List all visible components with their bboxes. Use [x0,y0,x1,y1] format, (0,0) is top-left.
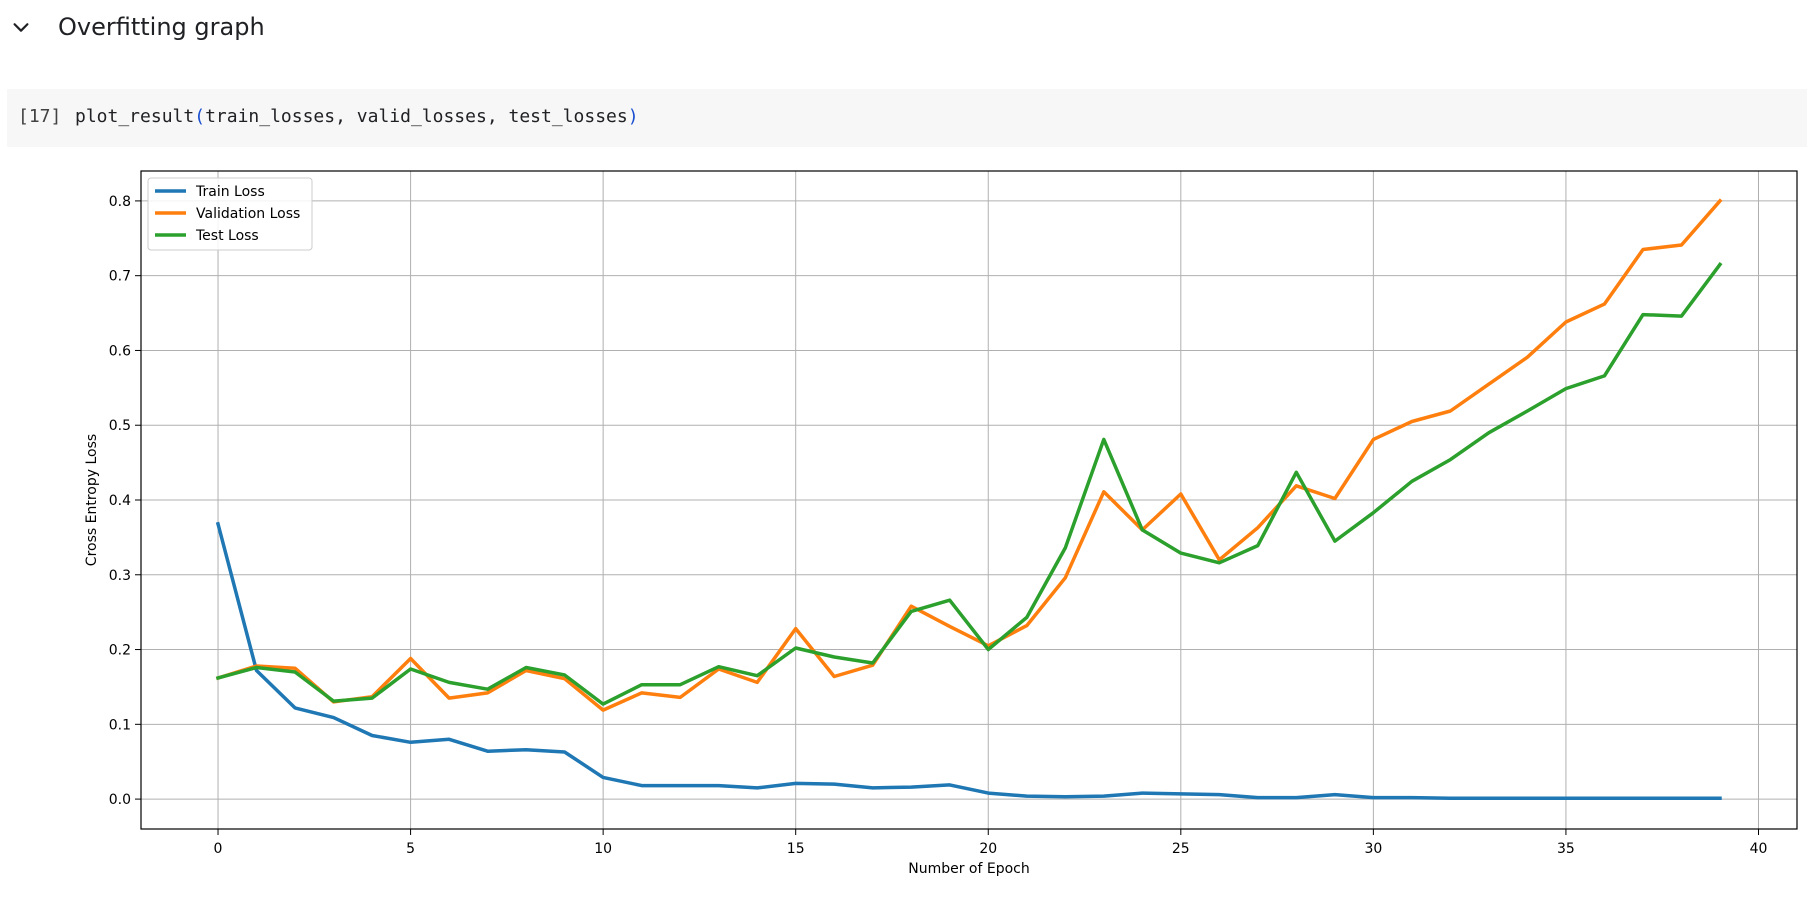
x-tick-label: 10 [594,841,612,857]
legend-box [147,177,313,251]
code-open-paren: ( [194,106,206,127]
code-function: plot_result [75,106,195,127]
code-line[interactable]: plot_result(train_losses, valid_losses, … [75,106,639,127]
series-line-0 [215,521,1722,801]
y-tick-label: 0.5 [109,418,131,434]
execution-count: [17] [18,106,62,127]
y-tick-label: 0.8 [109,194,131,210]
series-line-2 [215,262,1723,706]
x-tick-label: 30 [1364,841,1382,857]
chart-legend: Train Loss Validation Loss Test Loss [147,177,313,251]
legend-label-2: Test Loss [195,228,259,244]
code-close-paren: ) [627,106,639,127]
x-tick-label: 25 [1172,841,1190,857]
section-title: Overfitting graph [58,13,265,41]
y-tick-label: 0.7 [109,269,131,285]
y-tick-label: 0.3 [109,568,131,584]
y-tick-label: 0.4 [109,493,131,509]
section-header: Overfitting graph [0,0,1807,60]
code-args: train_losses, valid_losses, test_losses [205,106,628,127]
legend-label-0: Train Loss [195,184,265,200]
y-tick-label: 0.6 [109,343,131,359]
series-line-1 [215,198,1723,712]
x-tick-label: 5 [406,841,415,857]
x-tick-label: 20 [979,841,997,857]
collapse-toggle-button[interactable] [6,12,36,42]
x-tick-label: 40 [1750,841,1768,857]
code-cell[interactable]: [17] plot_result(train_losses, valid_los… [7,89,1807,147]
loss-chart: 0 5 10 15 20 25 30 35 40 0.0 0.1 0.2 0.3 0.4 0.5 0.6 0.7… [84,170,1798,877]
x-tick-label: 35 [1557,841,1575,857]
legend-label-1: Validation Loss [196,206,300,222]
y-tick-label: 0.0 [109,792,131,808]
chevron-down-icon [13,23,29,32]
x-axis-label: Number of Epoch [908,861,1030,877]
y-tick-label: 0.1 [109,717,131,733]
x-tick-label: 15 [787,841,805,857]
y-axis-label: Cross Entropy Loss [84,434,100,566]
x-tick-label: 0 [214,841,223,857]
y-tick-label: 0.2 [109,643,131,659]
